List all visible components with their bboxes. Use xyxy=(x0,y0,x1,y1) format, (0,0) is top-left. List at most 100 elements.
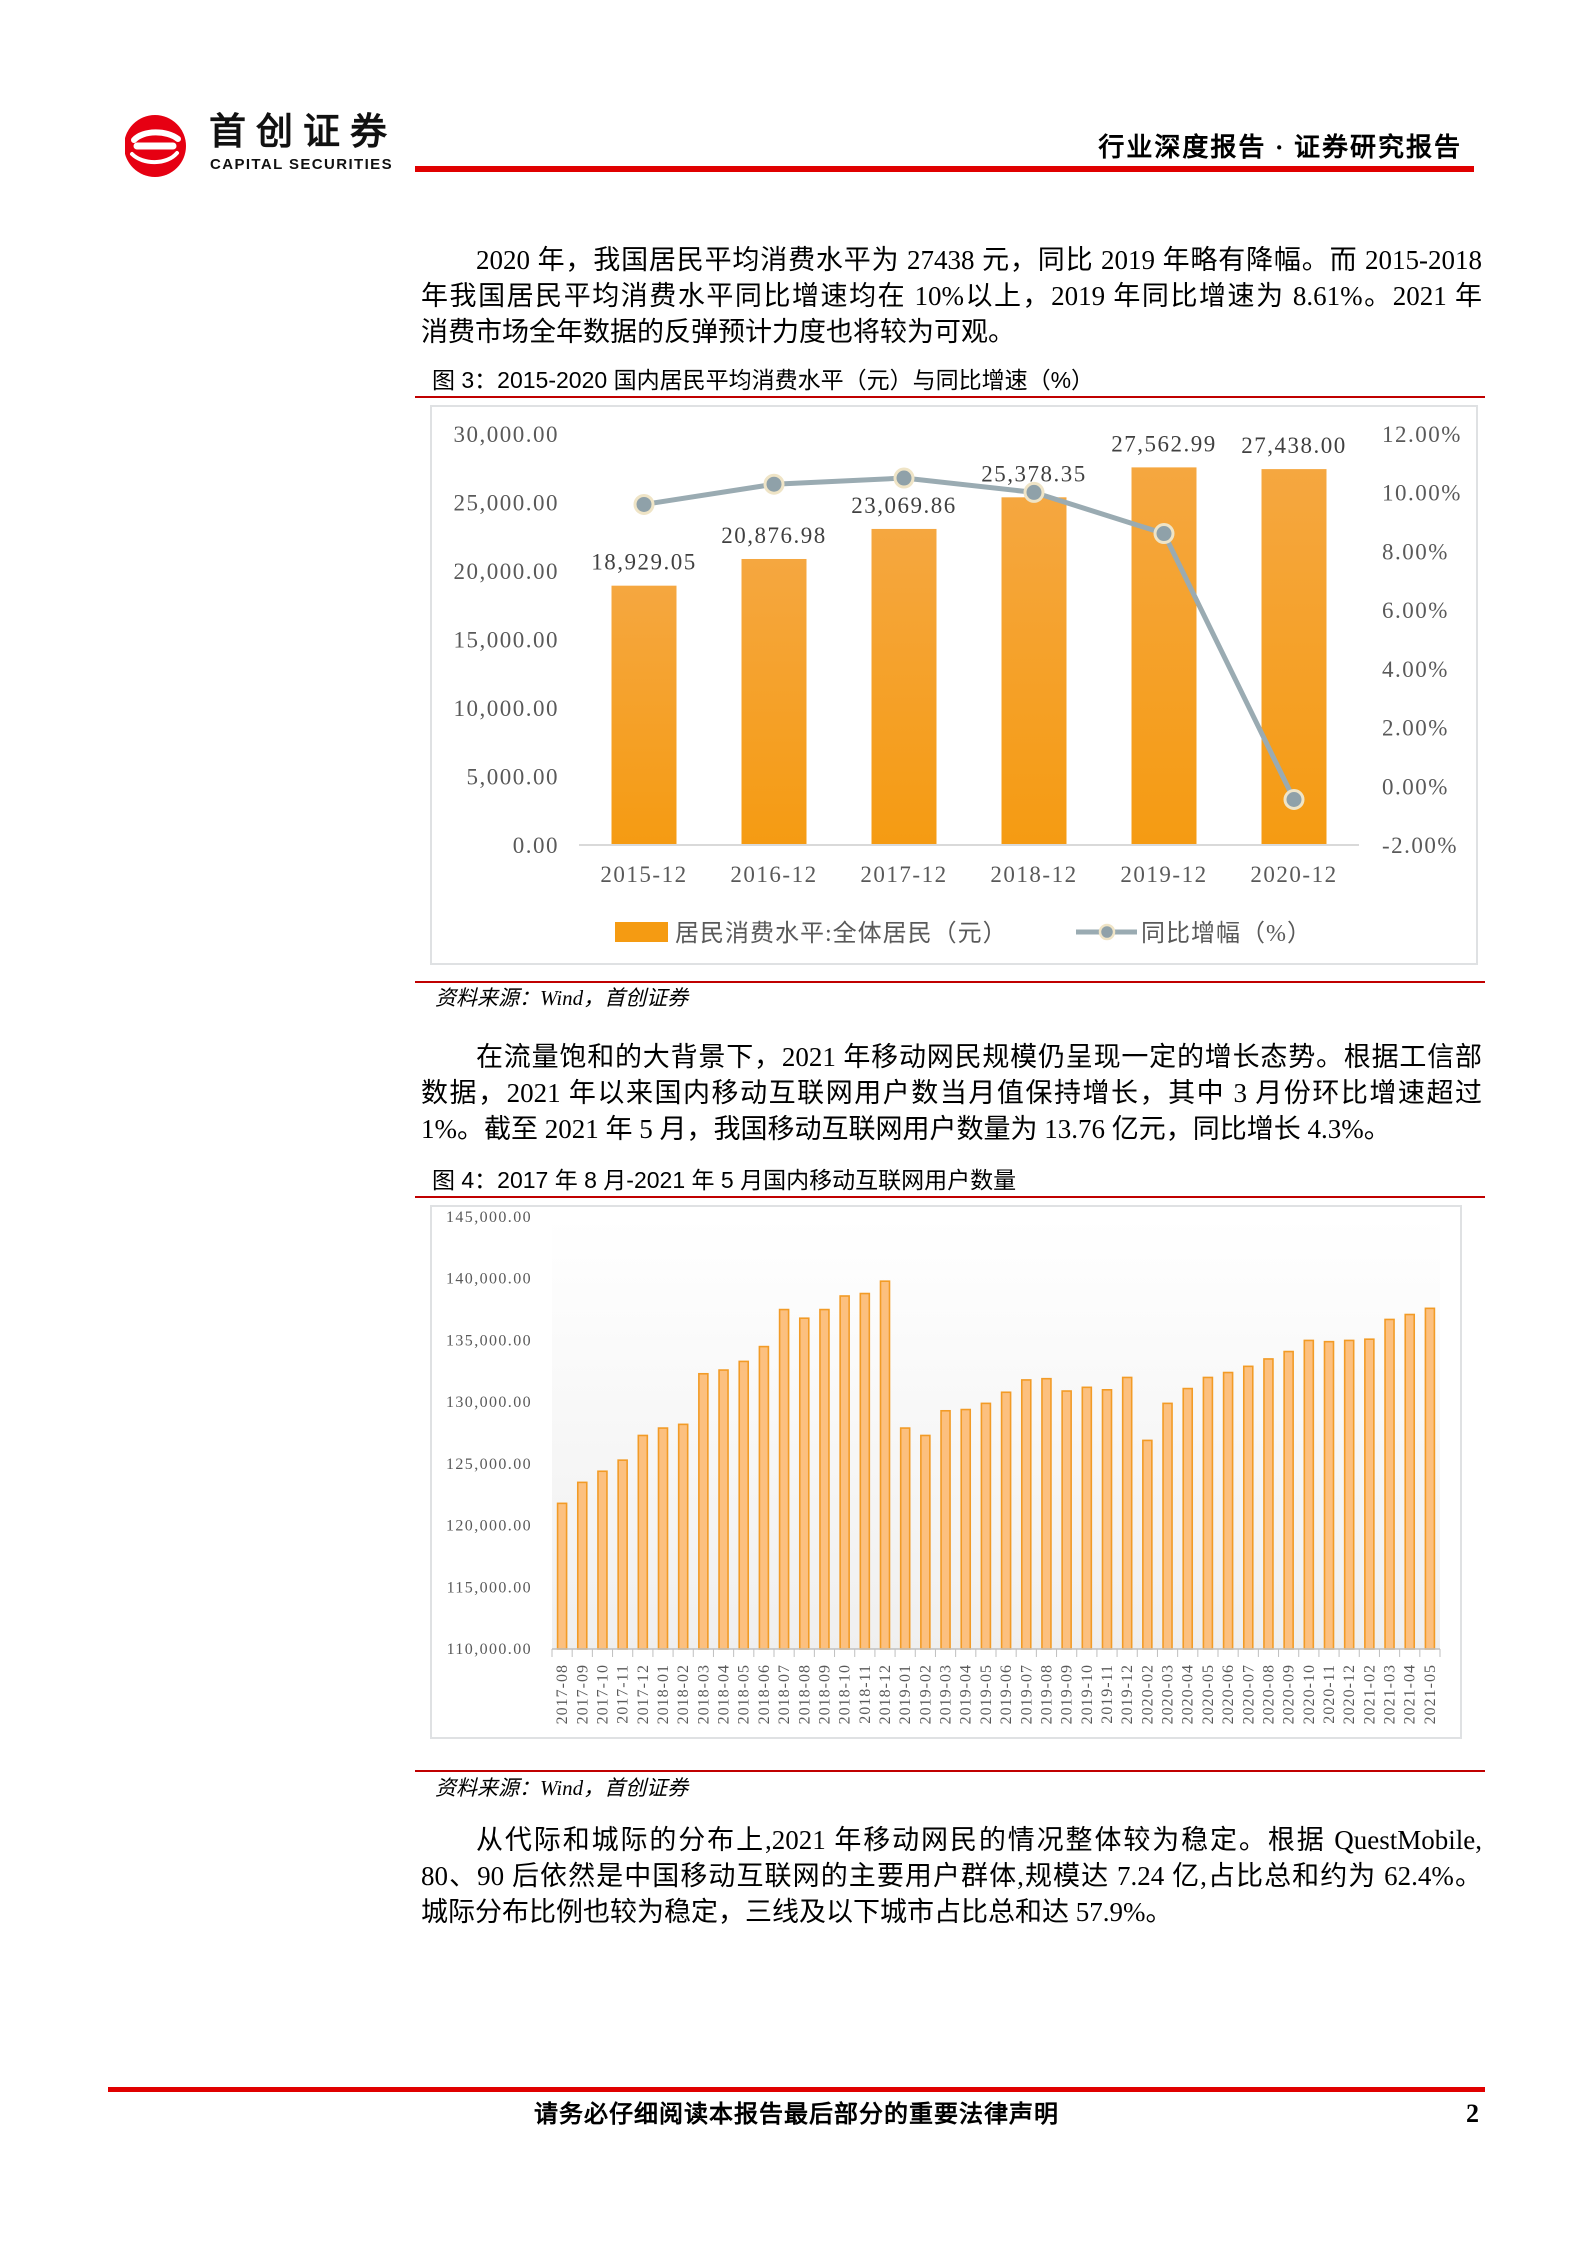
mobile-users-bar xyxy=(879,1280,891,1650)
mobile-users-bar xyxy=(1404,1313,1416,1650)
text-line: 从代际和城际的分布上,2021 年移动网民的情况整体较为稳定。根据 QuestM… xyxy=(476,1825,1482,1855)
x-tick-label: 2021-04 xyxy=(1402,1664,1419,1724)
text-line: 消费市场全年数据的反弹预计力度也将较为可观。 xyxy=(421,317,1015,347)
mobile-users-bar xyxy=(1343,1339,1355,1650)
text-line: 2020 年，我国居民平均消费水平为 27438 元，同比 2019 年略有降幅… xyxy=(476,245,1482,275)
figure-4-chart: 110,000.00 115,000.00 120,000.00 125,000.00… xyxy=(430,1205,1462,1739)
mobile-users-bar xyxy=(1384,1318,1395,1650)
x-tick-label: 2019-06 xyxy=(998,1664,1015,1724)
text-line: 年我国居民平均消费水平同比增速均在 10%以上，2019 年同比增速为 8.61… xyxy=(421,281,1482,311)
mobile-users-bar xyxy=(718,1369,729,1650)
company-logo: 首创证券 CAPITAL SECURITIES xyxy=(125,110,415,182)
figure-3-source: 资料来源：Wind，首创证券 xyxy=(435,986,689,1010)
mobile-users-bar xyxy=(798,1317,810,1650)
x-tick-label: 2020-12 xyxy=(1250,862,1337,887)
x-tick-label: 2020-07 xyxy=(1240,1664,1257,1724)
y-left-tick-label: 0.00 xyxy=(513,833,559,858)
growth-rate-marker xyxy=(893,467,915,489)
x-tick-label: 2018-10 xyxy=(837,1664,854,1724)
mobile-users-bar xyxy=(1041,1377,1052,1650)
y-left-tick-label: 15,000.00 xyxy=(454,628,560,653)
legend-bar-label: 居民消费水平:全体居民（元） xyxy=(675,920,1008,947)
figure-4-title-rule xyxy=(415,1196,1485,1198)
header-red-rule xyxy=(415,166,1474,172)
x-tick-label: 2020-04 xyxy=(1180,1664,1197,1724)
mobile-users-bar xyxy=(1303,1339,1315,1650)
legal-disclaimer: 请务必仔细阅读本报告最后部分的重要法律声明 xyxy=(534,2102,1059,2128)
x-tick-label: 2019-04 xyxy=(958,1664,975,1724)
mobile-users-bar xyxy=(576,1481,588,1650)
figure-3-source-rule xyxy=(415,981,1485,983)
figure-4-source-rule xyxy=(415,1770,1485,1772)
figure-4-title: 图 4：2017 年 8 月-2021 年 5 月国内移动互联网用户数量 xyxy=(432,1167,1017,1193)
mobile-users-bar xyxy=(778,1308,790,1650)
x-tick-label: 2018-04 xyxy=(716,1664,733,1724)
x-tick-label: 2020-09 xyxy=(1281,1664,1298,1724)
mobile-users-bar xyxy=(980,1402,992,1650)
x-tick-label: 2021-02 xyxy=(1361,1664,1378,1724)
mobile-users-bar xyxy=(1061,1390,1072,1650)
growth-rate-marker xyxy=(1283,788,1305,810)
x-tick-label: 2018-12 xyxy=(990,862,1077,887)
y-right-tick-label: 0.00% xyxy=(1382,774,1449,799)
consumption-bar-line-chart: 0.00 5,000.00 10,000.00 15,000.00 20,000.00 2… xyxy=(454,422,1462,947)
mobile-users-bar xyxy=(1424,1307,1436,1650)
logo-s-icon xyxy=(125,115,186,177)
mobile-users-bar xyxy=(1202,1376,1214,1650)
mobile-users-bar xyxy=(920,1434,931,1650)
x-tick-label: 2018-01 xyxy=(655,1664,672,1724)
footer-red-rule xyxy=(108,2087,1485,2092)
mobile-users-bar xyxy=(1101,1389,1113,1650)
x-tick-label: 2020-06 xyxy=(1220,1664,1237,1724)
y-right-tick-label: -2.00% xyxy=(1382,833,1458,858)
consumption-bar xyxy=(741,558,807,845)
x-tick-label: 2019-07 xyxy=(1018,1664,1035,1724)
text-line: 80、90 后依然是中国移动互联网的主要用户群体,规模达 7.24 亿,占比总和… xyxy=(421,1861,1482,1891)
x-tick-label: 2020-10 xyxy=(1301,1664,1318,1724)
x-tick-label: 2019-05 xyxy=(978,1664,995,1724)
mobile-users-bar xyxy=(940,1409,951,1650)
mobile-users-bar xyxy=(677,1423,689,1650)
x-tick-label: 2018-05 xyxy=(736,1664,753,1724)
x-tick-label: 2018-12 xyxy=(877,1664,894,1724)
y-tick-label: 120,000.00 xyxy=(446,1518,532,1535)
y-right-tick-label: 8.00% xyxy=(1382,539,1449,564)
text-line: 城际分布比例也较为稳定，三线及以下城市占比总和达 57.9%。 xyxy=(421,1897,1173,1927)
logo-chinese-name: 首创证券 xyxy=(209,111,397,152)
y-right-tick-label: 6.00% xyxy=(1382,598,1449,623)
text-line: 1%。截至 2021 年 5 月，我国移动互联网用户数量为 13.76 亿元，同… xyxy=(421,1114,1391,1144)
consumption-bar xyxy=(871,528,937,845)
consumption-bar xyxy=(611,585,677,845)
legend-line-marker xyxy=(1098,923,1116,941)
x-tick-label: 2017-11 xyxy=(615,1664,632,1724)
growth-rate-marker xyxy=(1023,481,1045,503)
text-line: 数据，2021 年以来国内移动互联网用户数当月值保持增长，其中 3 月份环比增速… xyxy=(421,1078,1482,1108)
x-tick-label: 2020-08 xyxy=(1260,1664,1277,1724)
x-tick-label: 2018-02 xyxy=(675,1664,692,1724)
y-right-tick-label: 12.00% xyxy=(1382,422,1462,447)
logo-english-name: CAPITAL SECURITIES xyxy=(210,156,393,173)
y-tick-label: 115,000.00 xyxy=(447,1579,532,1596)
figure-4-source: 资料来源：Wind，首创证券 xyxy=(435,1776,689,1800)
bar-data-label: 20,876.98 xyxy=(721,523,827,548)
mobile-users-bar xyxy=(556,1502,568,1650)
mobile-users-bar xyxy=(617,1459,628,1650)
x-tick-label: 2018-07 xyxy=(776,1664,793,1724)
x-tick-label: 2019-12 xyxy=(1120,862,1207,887)
paragraph-user-distribution: 从代际和城际的分布上,2021 年移动网民的情况整体较为稳定。根据 QuestM… xyxy=(421,1822,1482,1930)
x-tick-label: 2017-12 xyxy=(860,862,947,887)
mobile-users-bar xyxy=(1323,1340,1335,1650)
bar-data-label: 18,929.05 xyxy=(591,550,697,575)
legend-bar-swatch xyxy=(615,922,668,942)
x-tick-label: 2017-08 xyxy=(554,1664,571,1724)
x-tick-label: 2018-06 xyxy=(756,1664,773,1724)
y-tick-label: 130,000.00 xyxy=(446,1394,532,1411)
mobile-users-bar xyxy=(1242,1365,1254,1650)
growth-rate-line xyxy=(643,475,1297,801)
page-number: 2 xyxy=(1466,2099,1479,2128)
legend-line-label: 同比增幅（%） xyxy=(1141,920,1312,947)
growth-rate-marker xyxy=(633,493,655,515)
y-left-tick-label: 5,000.00 xyxy=(467,765,560,790)
y-tick-label: 135,000.00 xyxy=(446,1332,532,1349)
mobile-users-bar xyxy=(657,1427,669,1650)
